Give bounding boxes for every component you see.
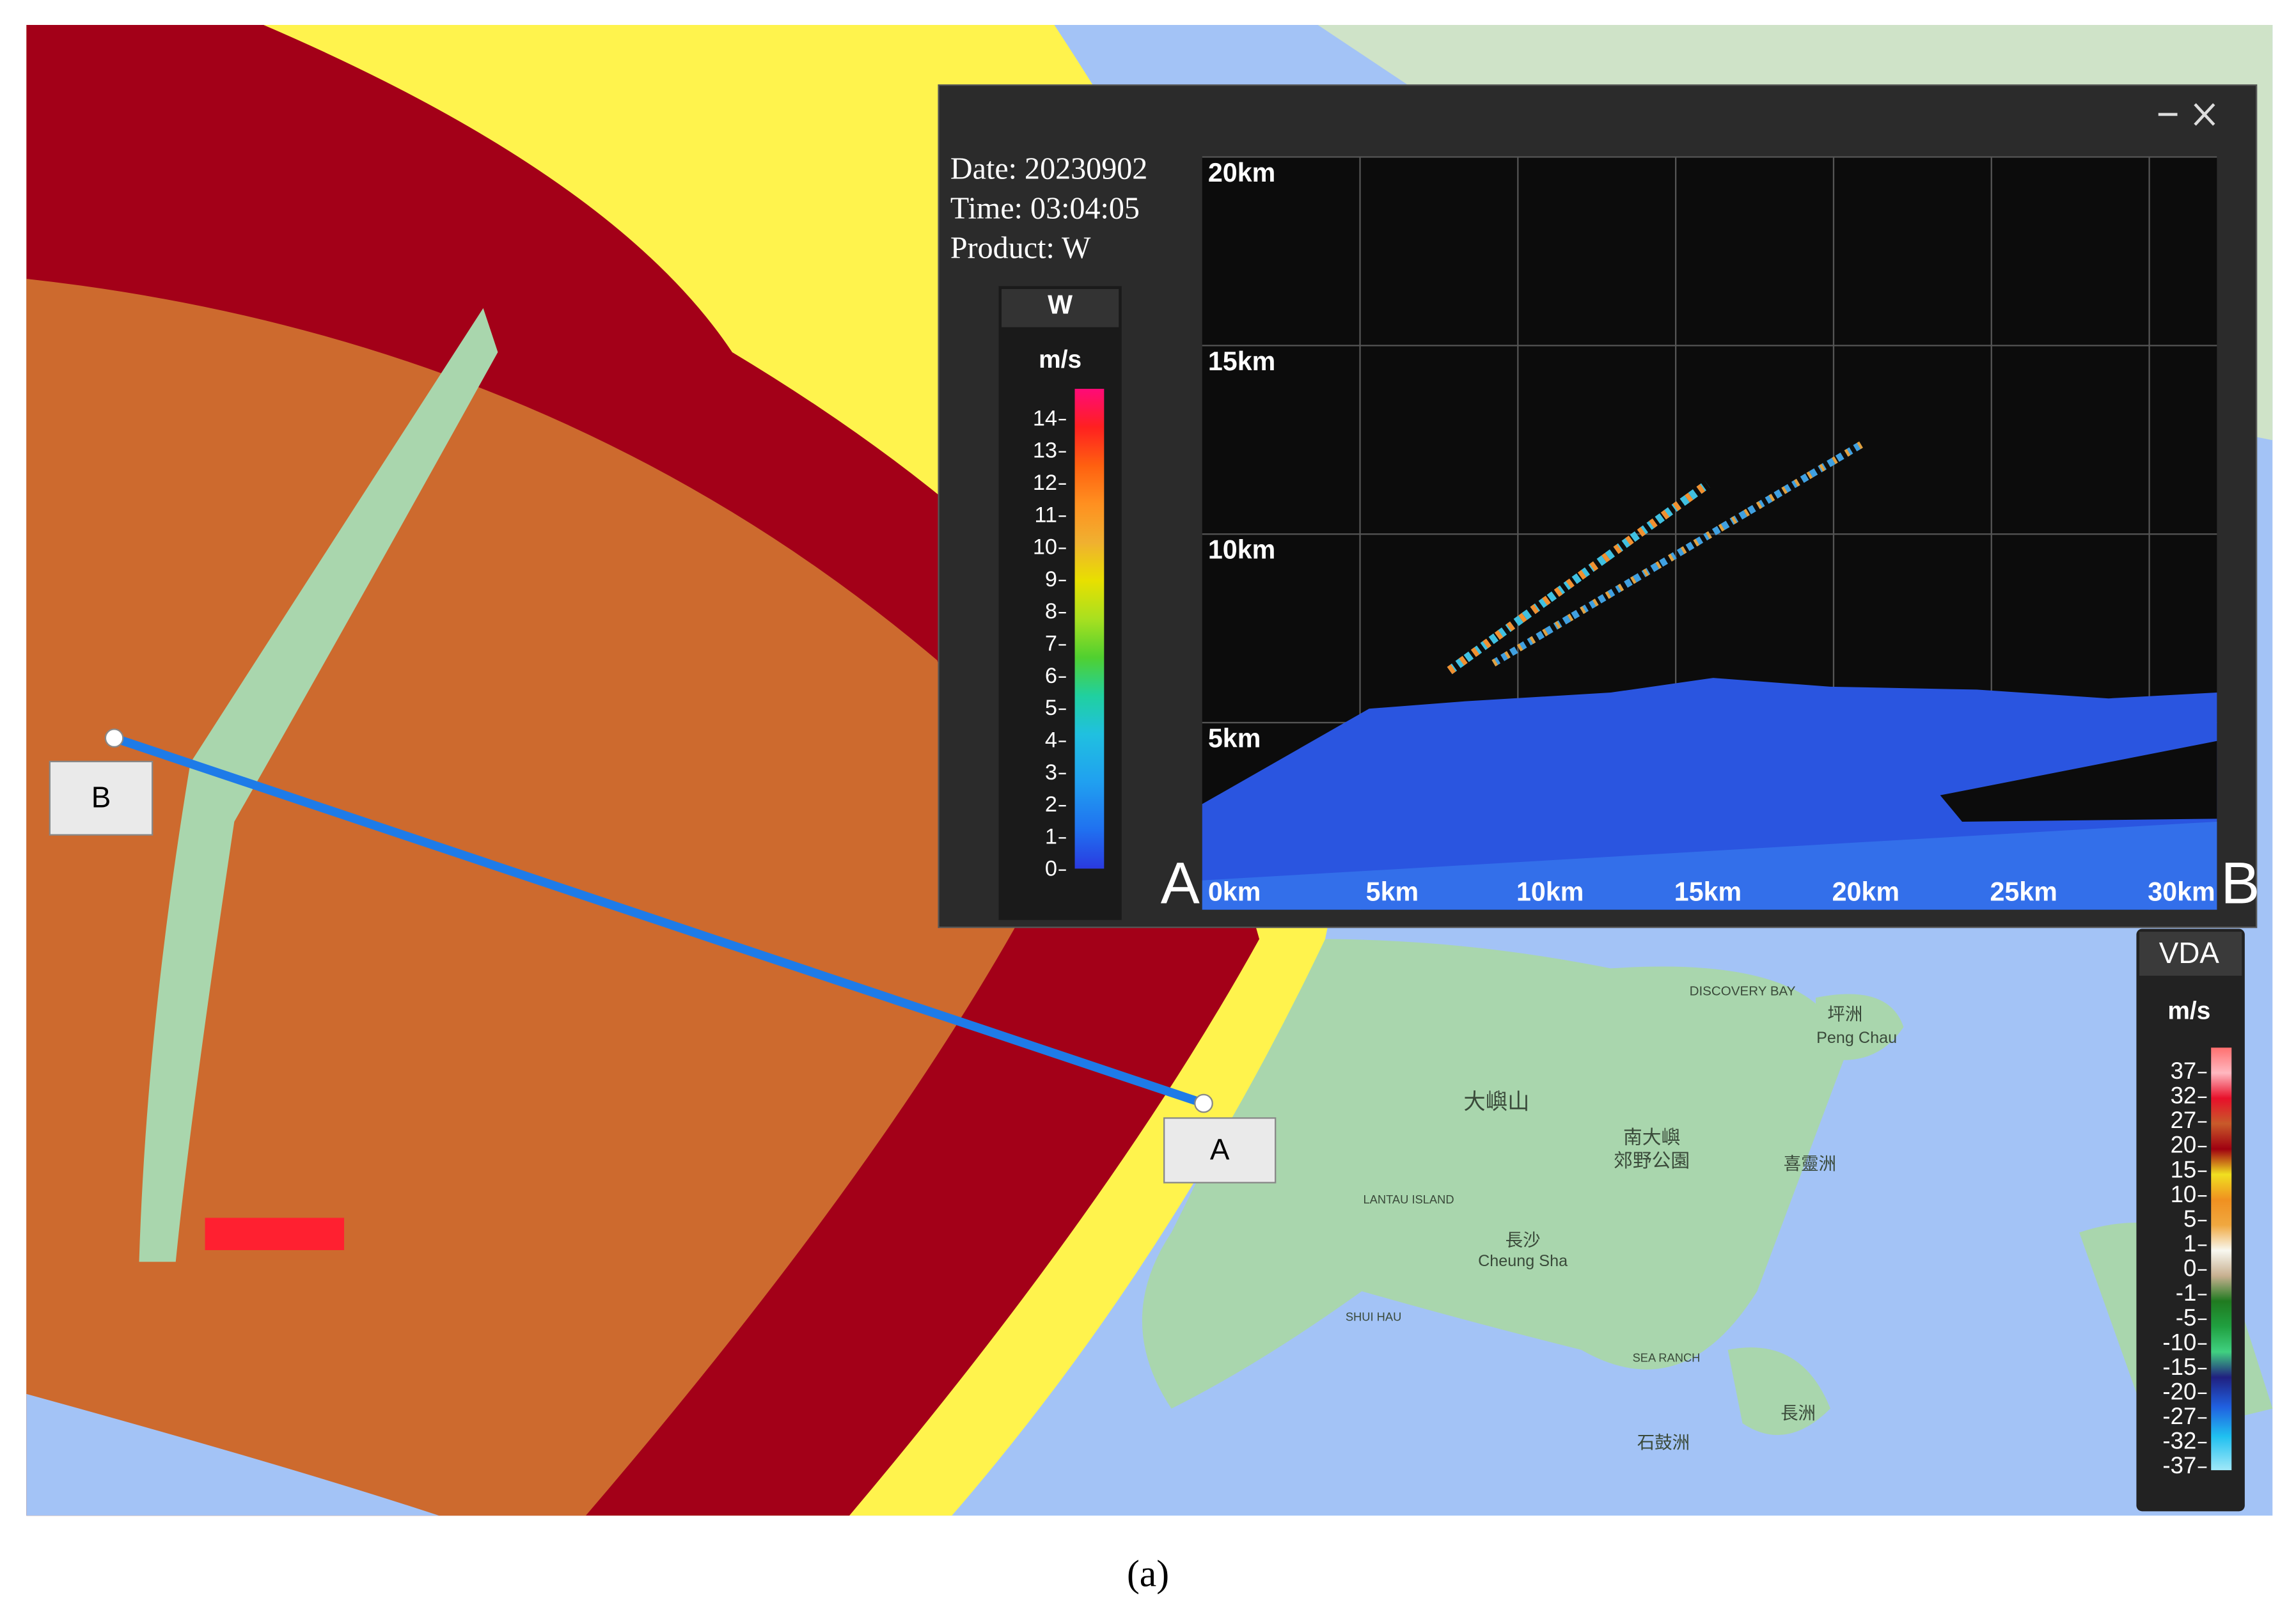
legend-tick-label: 20 [2171,1132,2197,1158]
echo-region [1202,821,2217,910]
x-axis-label: 25km [1990,877,2057,906]
legend-unit: m/s [2167,998,2210,1025]
legend-header [2139,932,2242,976]
legend-tick-label: 10 [2171,1181,2197,1207]
x-axis-label: 10km [1516,877,1584,906]
place-name: Cheung Sha [1478,1252,1568,1270]
colorbar-header [1002,289,1119,327]
echo-beam [1447,480,1710,675]
place-name: 大嶼山 [1463,1090,1529,1115]
cross-section-window[interactable]: Date: 20230902 Time: 03:04:05 Product: W… [938,84,2260,928]
colorbar-tick-label: 10 [1033,535,1057,560]
close-button[interactable] [2194,103,2215,126]
place-name: SHUI HAU [1346,1310,1401,1323]
colorbar-tick-label: 11 [1034,503,1057,527]
legend-tick-label: 15 [2171,1156,2197,1182]
colorbar-tick-label: 2 [1045,792,1057,817]
legend-tick-label: -37 [2162,1452,2196,1478]
legend-tick-label: -15 [2162,1354,2196,1380]
colorbar-tick-label: 8 [1045,599,1057,623]
x-axis-label: 20km [1832,877,1899,906]
endpoint[interactable] [104,728,124,748]
colorbar-tick-label: 7 [1045,632,1057,656]
colorbar-tick-label: 12 [1033,471,1057,495]
colorbar [1074,389,1105,869]
colorbar-tick-label: 14 [1033,406,1057,430]
info-date: Date: 20230902 [950,152,1147,185]
marker-label: B [91,781,111,814]
colorbar-unit: m/s [1039,346,1081,373]
echo-gap [1940,740,2217,822]
place-name: 長沙 [1506,1230,1541,1250]
coast-strip [139,308,498,1262]
place-name: 石鼓洲 [1637,1432,1690,1452]
x-axis-label: 0km [1208,877,1261,906]
radar-gap [26,1393,439,1516]
colorbar-tick-label: 6 [1045,664,1057,688]
legend-tick-label: 27 [2171,1107,2197,1133]
place-name: DISCOVERY BAY [1690,984,1796,999]
section-end: B [2221,850,2260,916]
x-axis-label: 30km [2148,877,2215,906]
legend-tick-label: -5 [2176,1305,2197,1331]
legend-tick-label: -1 [2176,1280,2197,1306]
x-axis-label: 15km [1674,877,1742,906]
place-name: 郊野公園 [1614,1150,1690,1171]
island [1727,1347,1830,1436]
place-name: LANTAU ISLAND [1363,1193,1454,1206]
echo-beam [1447,480,1710,675]
island [1142,939,1845,1409]
colorbar-title: W [1048,290,1073,319]
radar-echo [205,1218,345,1250]
place-name: 南大嶼 [1623,1127,1680,1148]
x-axis-label: 5km [1366,877,1419,906]
colorbar-tick-label: 3 [1045,760,1057,785]
y-axis-label: 20km [1208,158,1275,187]
place-name: 坪洲 [1827,1004,1862,1024]
marker-box[interactable] [49,760,153,836]
place-name: 喜靈洲 [1784,1154,1836,1173]
colorbar-tick-label: 4 [1045,728,1057,752]
vda-legend: VDA m/s 373227201510510-1-5-10-15-20-27-… [2136,928,2245,1512]
colorbar-tick-label: 5 [1045,696,1057,720]
legend-tick-label: 1 [2183,1230,2196,1257]
legend-tick-label: 5 [2183,1205,2196,1232]
legend-tick-label: -20 [2162,1378,2196,1404]
marker-box[interactable] [1163,1117,1277,1184]
colorbar-tick-label: 13 [1033,439,1057,463]
caption: (a) [1127,1552,1169,1594]
legend-tick-label: -10 [2162,1329,2196,1355]
info-time: Time: 03:04:05 [950,191,1140,225]
place-name: Peng Chau [1816,1029,1897,1047]
info-product: Product: W [950,231,1091,265]
legend-title: VDA [2159,937,2220,969]
legend-tick-label: -32 [2162,1428,2196,1454]
y-axis-label: 5km [1208,723,1261,753]
marker-label: A [1210,1133,1230,1166]
colorbar-tick-label: 9 [1045,567,1057,592]
cross-section-line [113,733,1206,1108]
legend-tick-label: 37 [2171,1058,2197,1084]
y-axis-label: 10km [1208,535,1275,565]
island [1816,994,1904,1060]
legend-tick-label: 0 [2183,1255,2196,1281]
section-start: A [1161,850,1200,916]
radar-core [26,278,1025,1516]
colorbar-tick-label: 1 [1045,824,1057,849]
colorbar-tick-label: 0 [1045,857,1057,881]
legend-colorbar [2211,1047,2232,1471]
y-axis-label: 15km [1208,347,1275,376]
place-name: 長洲 [1781,1403,1816,1423]
place-name: SEA RANCH [1633,1351,1701,1365]
endpoint[interactable] [1194,1093,1213,1113]
legend-tick-label: -27 [2162,1403,2196,1429]
legend-tick-label: 32 [2171,1083,2197,1109]
